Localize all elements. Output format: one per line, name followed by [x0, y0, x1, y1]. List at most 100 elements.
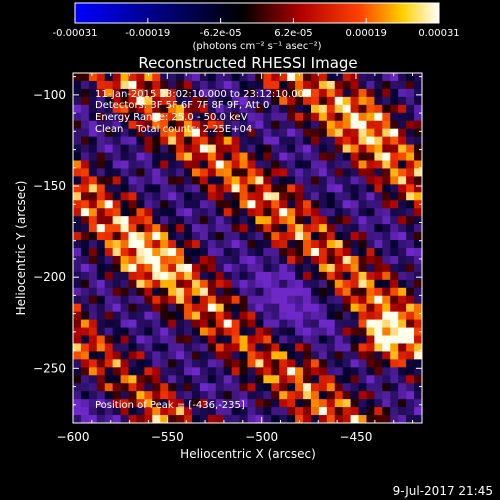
heatmap-cell	[398, 295, 407, 305]
heatmap-cell	[350, 399, 359, 408]
heatmap-cell	[207, 120, 217, 130]
heatmap-cell	[382, 415, 391, 423]
heatmap-cell	[191, 144, 201, 153]
heatmap-cell	[374, 184, 383, 193]
heatmap-cell	[144, 232, 153, 241]
heatmap-cell	[350, 240, 359, 249]
heatmap-cell	[358, 200, 367, 209]
heatmap-cell	[279, 96, 288, 106]
heatmap-cell	[406, 160, 415, 169]
heatmap-cell	[390, 303, 399, 313]
heatmap-cell	[271, 144, 280, 153]
heatmap-cell	[184, 144, 193, 153]
heatmap-cell	[112, 136, 121, 145]
heatmap-cell	[414, 391, 422, 400]
heatmap-cell	[318, 80, 328, 90]
heatmap-cell	[295, 120, 304, 130]
heatmap-cell	[287, 391, 296, 400]
heatmap-cell	[223, 295, 233, 305]
heatmap-cell	[366, 88, 375, 98]
heatmap-cell	[184, 176, 193, 185]
heatmap-cell	[199, 112, 209, 122]
heatmap-cell	[398, 80, 407, 90]
heatmap-cell	[176, 88, 185, 98]
heatmap-cell	[398, 240, 407, 249]
heatmap-cell	[279, 160, 288, 169]
heatmap-cell	[112, 104, 121, 114]
heatmap-cell	[366, 112, 375, 122]
heatmap-cell	[247, 144, 256, 153]
heatmap-cell	[382, 240, 391, 249]
heatmap-cell	[136, 327, 145, 336]
heatmap-cell	[287, 311, 296, 320]
heatmap-cell	[326, 407, 336, 416]
heatmap-cell	[144, 96, 153, 106]
heatmap-cell	[207, 160, 217, 169]
heatmap-cell	[223, 271, 233, 281]
heatmap-cell	[374, 88, 383, 98]
heatmap-cell	[398, 88, 407, 98]
heatmap-cell	[199, 375, 209, 384]
heatmap-cell	[223, 287, 233, 297]
heatmap-cell	[80, 287, 90, 297]
heatmap-cell	[96, 279, 106, 289]
heatmap-cell	[342, 168, 352, 177]
heatmap-cell	[414, 192, 422, 201]
heatmap-cell	[247, 88, 256, 98]
heatmap-cell	[184, 375, 193, 384]
heatmap-cell	[168, 168, 177, 177]
heatmap-cell	[88, 391, 98, 400]
heatmap-cell	[199, 303, 209, 313]
heatmap-cell	[88, 112, 98, 122]
heatmap-cell	[406, 359, 415, 368]
heatmap-cell	[414, 80, 422, 90]
heatmap-cell	[295, 88, 304, 98]
heatmap-cell	[287, 367, 296, 376]
heatmap-cell	[279, 73, 288, 82]
heatmap-cell	[263, 407, 272, 416]
heatmap-cell	[414, 263, 422, 273]
heatmap-cell	[318, 184, 328, 193]
heatmap-cell	[366, 160, 375, 169]
heatmap-cell	[271, 73, 280, 82]
heatmap-cell	[73, 359, 82, 368]
heatmap-cell	[382, 96, 391, 106]
heatmap-cell	[358, 144, 367, 153]
heatmap-cell	[390, 128, 399, 138]
heatmap-cell	[96, 271, 106, 281]
heatmap-cell	[223, 112, 233, 122]
heatmap-cell	[414, 303, 422, 313]
heatmap-cell	[88, 144, 98, 153]
heatmap-cell	[215, 168, 225, 177]
heatmap-cell	[239, 176, 248, 185]
heatmap-cell	[160, 88, 169, 98]
heatmap-cell	[366, 184, 375, 193]
heatmap-cell	[414, 248, 422, 257]
heatmap-cell	[231, 279, 240, 289]
heatmap-cell	[310, 335, 320, 344]
heatmap-cell	[191, 112, 201, 122]
heatmap-cell	[88, 176, 98, 185]
heatmap-cell	[374, 216, 383, 225]
heatmap-cell	[231, 200, 240, 209]
heatmap-cell	[152, 128, 161, 138]
heatmap-cell	[144, 144, 153, 153]
heatmap-cell	[295, 255, 304, 265]
heatmap-cell	[398, 407, 407, 416]
heatmap-cell	[184, 152, 193, 161]
heatmap-cell	[215, 391, 225, 400]
heatmap-cell	[112, 208, 121, 217]
heatmap-cell	[318, 144, 328, 153]
heatmap-cell	[406, 415, 415, 423]
heatmap-cell	[295, 232, 304, 241]
heatmap-cell	[168, 255, 177, 265]
heatmap-cell	[279, 248, 288, 257]
heatmap-cell	[295, 176, 304, 185]
heatmap-cell	[112, 343, 121, 352]
heatmap-cell	[112, 263, 121, 273]
heatmap-cell	[144, 407, 153, 416]
heatmap-cell	[207, 359, 217, 368]
heatmap-cell	[168, 216, 177, 225]
heatmap-cell	[247, 112, 256, 122]
heatmap-cell	[334, 375, 344, 384]
